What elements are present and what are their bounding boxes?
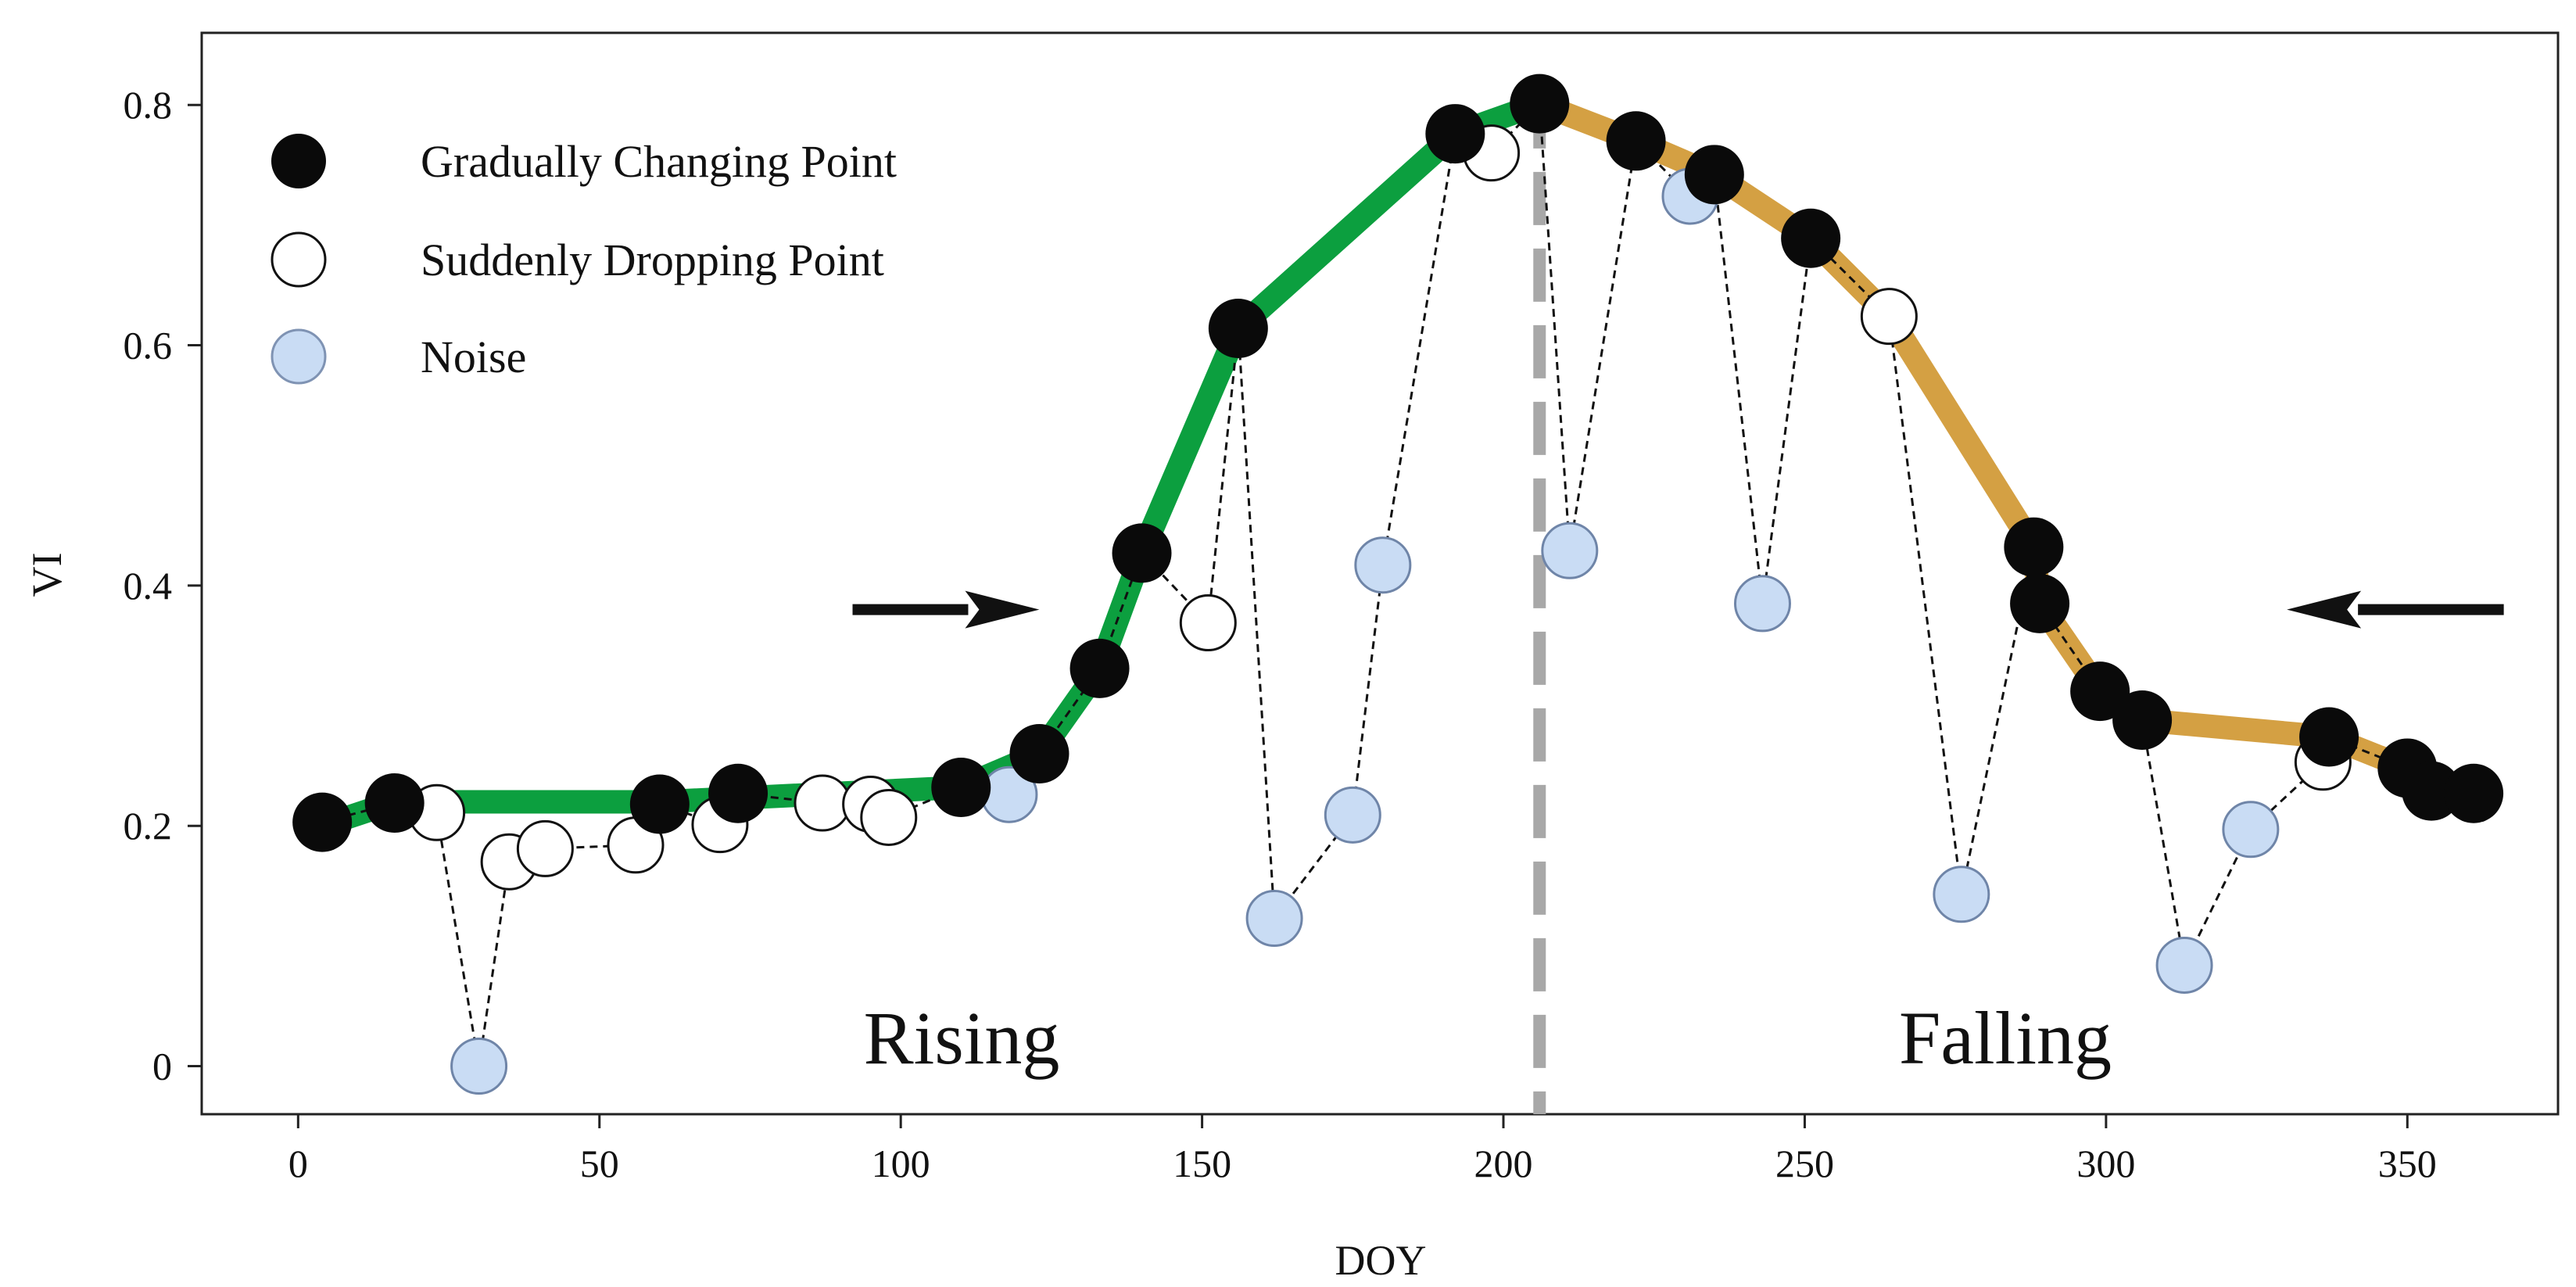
legend: Gradually Changing Point Suddenly Droppi… <box>270 134 897 385</box>
legend-label-drop: Suddenly Dropping Point <box>421 235 884 285</box>
gradual-point <box>2444 763 2504 823</box>
gradual-point <box>1425 104 1485 164</box>
gradual-point <box>2010 573 2070 633</box>
gradual-point <box>1510 73 1570 134</box>
gradual-point <box>1781 208 1841 268</box>
noise-point <box>1245 890 1303 948</box>
gradual-point <box>1606 111 1666 171</box>
drop-point <box>794 774 851 832</box>
legend-marker-noise <box>270 328 327 385</box>
legend-label-noise: Noise <box>421 332 526 382</box>
drop-point <box>1179 594 1237 652</box>
x-tick-label: 300 <box>2076 1142 2135 1185</box>
gradual-point <box>1208 299 1268 359</box>
drop-point <box>516 819 574 877</box>
gradual-point <box>2070 661 2130 722</box>
noise-point <box>2155 936 2213 994</box>
legend-marker-gradual <box>271 134 326 188</box>
direction-arrows <box>852 590 2504 629</box>
y-tick-label: 0.4 <box>124 564 173 608</box>
gradual-point <box>1684 145 1744 205</box>
x-tick-label: 100 <box>872 1142 930 1185</box>
noise-point <box>1324 786 1381 844</box>
noise-point <box>1541 522 1599 579</box>
x-tick-label: 150 <box>1173 1142 1231 1185</box>
gradual-point <box>2402 761 2462 821</box>
x-tick-label: 200 <box>1474 1142 1533 1185</box>
y-tick-label: 0.2 <box>124 804 173 848</box>
noise-point <box>1933 866 1990 923</box>
gradual-point <box>1112 523 1172 583</box>
gradual-point <box>931 758 991 818</box>
noise-point <box>450 1038 508 1095</box>
observation-points <box>292 73 2504 1095</box>
x-tick-label: 50 <box>580 1142 619 1185</box>
gradual-point <box>2004 517 2064 577</box>
y-axis-title: VI <box>23 553 70 597</box>
gradual-point <box>1069 638 1130 698</box>
legend-label-gradual: Gradually Changing Point <box>421 136 897 187</box>
y-tick-label: 0.8 <box>124 83 173 127</box>
x-axis-title: DOY <box>1335 1237 1427 1284</box>
gradual-point <box>629 774 690 834</box>
noise-point <box>2222 801 2280 859</box>
x-tick-label: 250 <box>1775 1142 1834 1185</box>
gradual-point <box>292 792 353 852</box>
axes: 0 50 100 150 200 250 300 350 0 0.2 0.4 0.6 0.8 <box>124 83 2437 1185</box>
gradual-point <box>2112 690 2173 750</box>
y-tick-label: 0.6 <box>124 324 173 367</box>
gradual-point <box>364 773 425 834</box>
noise-point <box>1733 575 1791 633</box>
drop-point <box>1860 288 1918 346</box>
drop-point <box>860 788 918 846</box>
falling-arrow-head <box>2287 590 2362 629</box>
rising-label: Rising <box>864 996 1060 1080</box>
gradual-point <box>708 763 769 823</box>
gradual-point <box>2299 707 2359 767</box>
x-tick-label: 0 <box>288 1142 308 1185</box>
x-tick-label: 350 <box>2378 1142 2437 1185</box>
noise-point <box>1354 536 1412 594</box>
gradual-point <box>1009 724 1069 783</box>
y-tick-label: 0 <box>152 1045 172 1088</box>
legend-marker-drop <box>270 231 327 288</box>
rising-arrow-head <box>965 590 1040 629</box>
falling-label: Falling <box>1899 996 2112 1080</box>
